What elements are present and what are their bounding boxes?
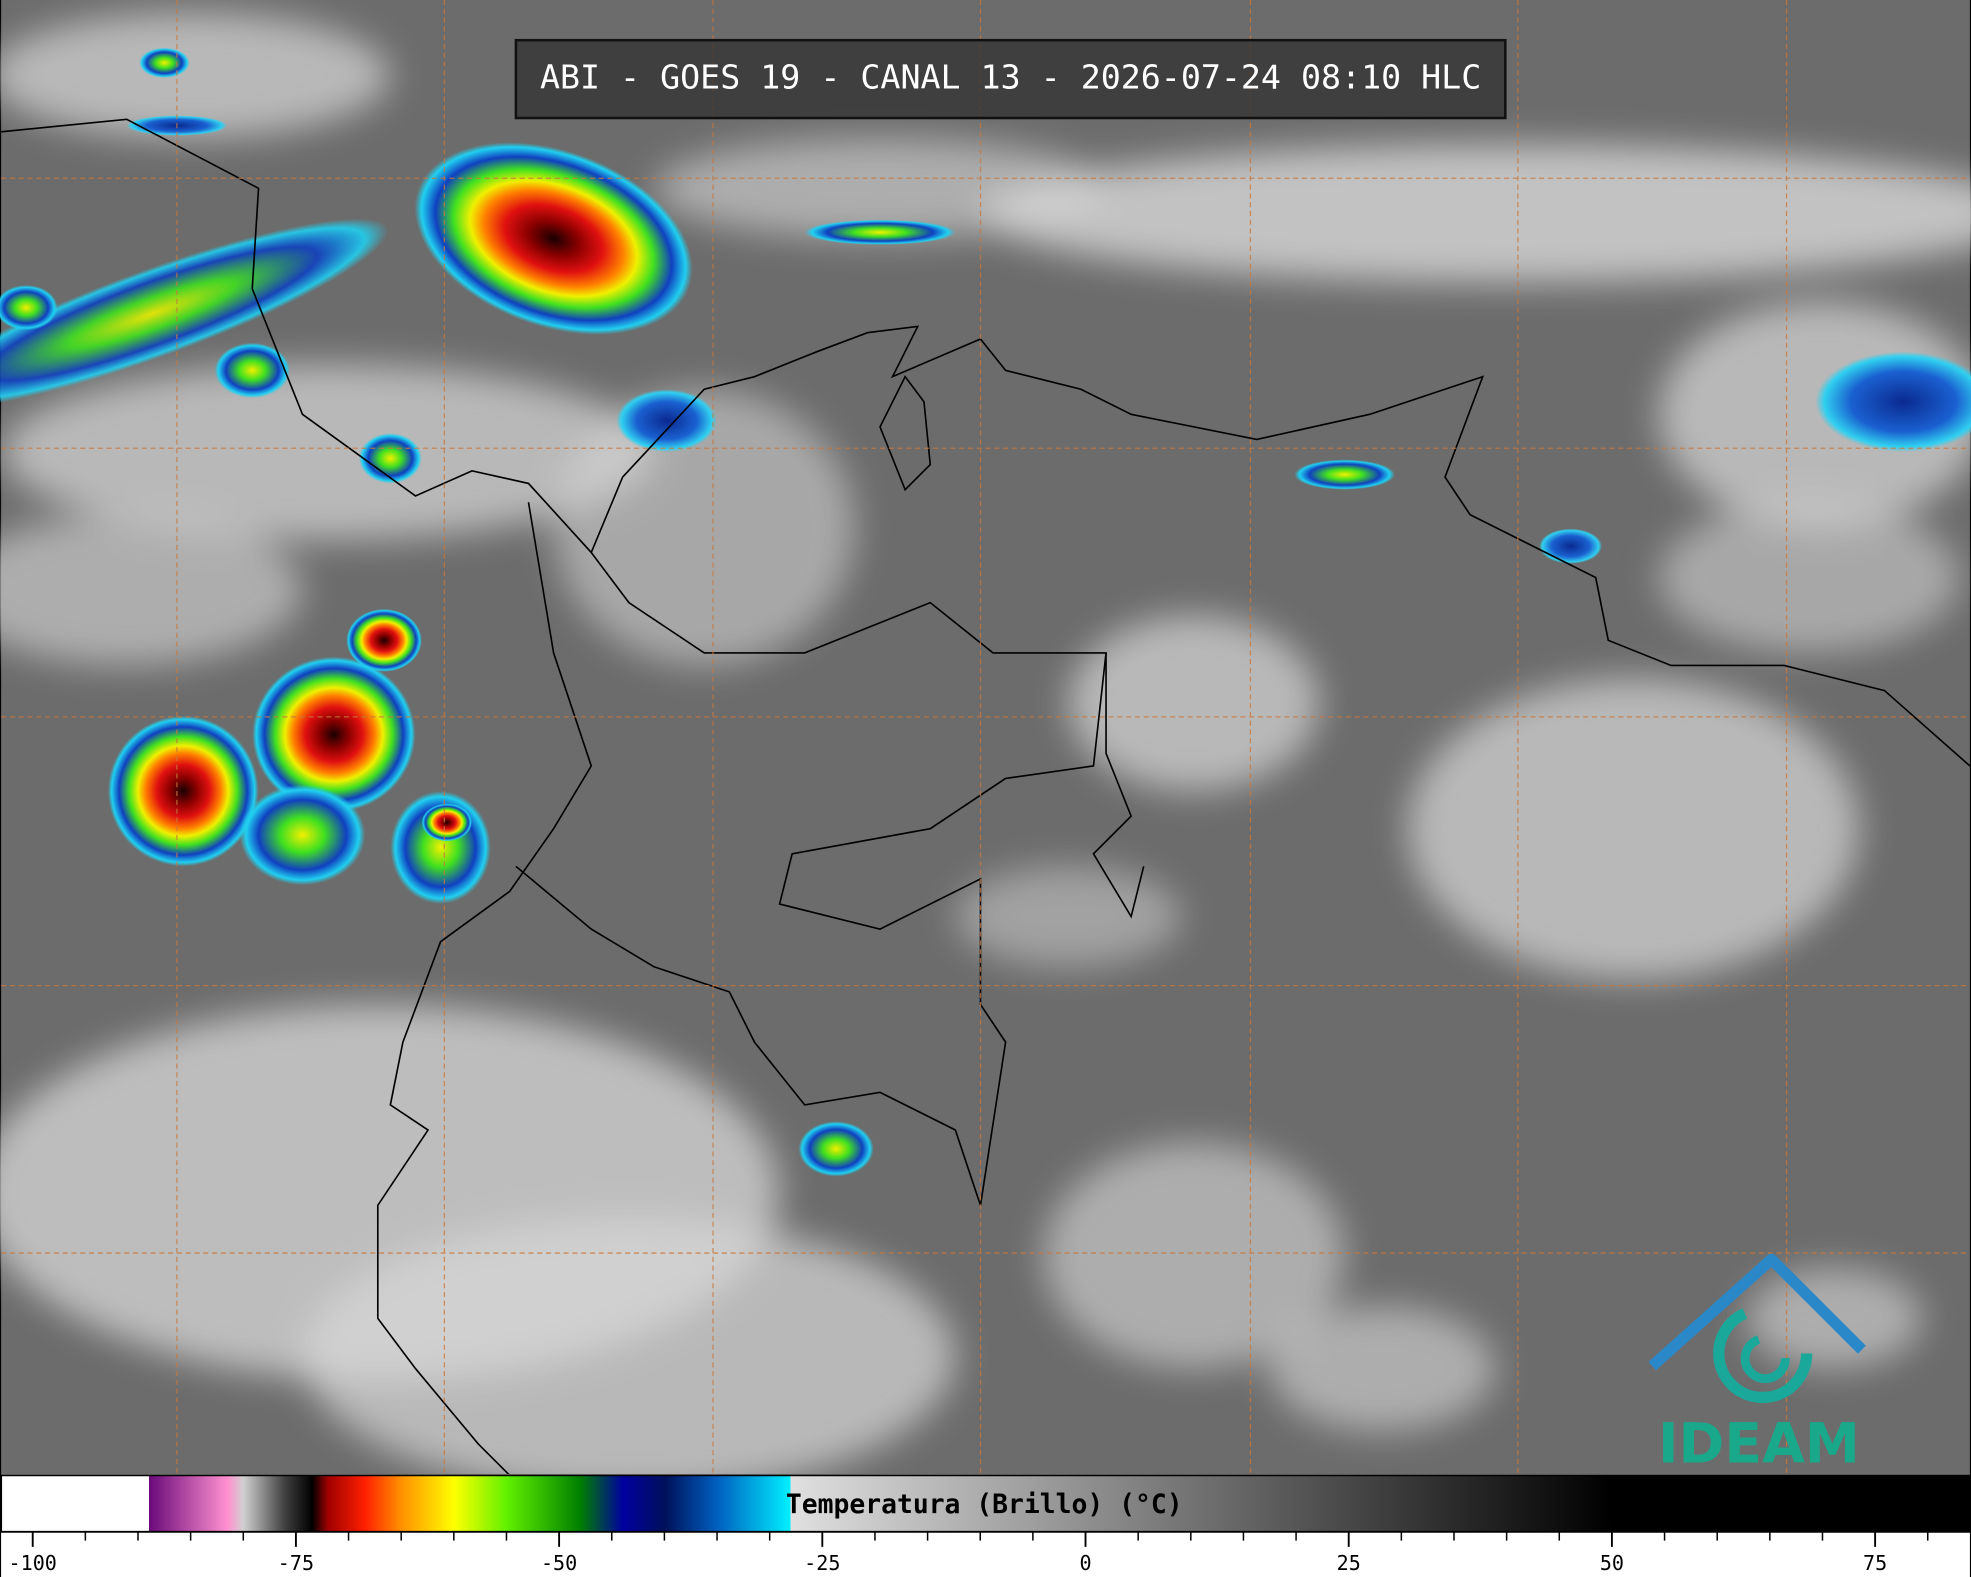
colorbar [0,1474,1971,1533]
convective-cells [0,47,1971,1177]
tick-label: -100 [9,1551,57,1575]
grid [1,0,1970,1476]
colorbar-ticks: -100 -75 -50 -25 0 25 50 75 [9,1531,1929,1575]
borders [1,118,1971,1483]
tick-label: 75 [1863,1551,1887,1575]
tick-label: 25 [1337,1551,1361,1575]
logo-text: IDEAM [1658,1413,1860,1477]
tick-label: 50 [1600,1551,1624,1575]
tick-label: -75 [278,1551,314,1575]
logo: IDEAM [1648,1253,1866,1477]
title-box: ABI - GOES 19 - CANAL 13 - 2026-07-24 08… [514,38,1507,120]
clouds [0,12,1971,1495]
title: ABI - GOES 19 - CANAL 13 - 2026-07-24 08… [540,58,1481,97]
tick-label: -50 [541,1551,577,1575]
tick-label: 0 [1079,1551,1091,1575]
tick-label: -25 [804,1551,840,1575]
colorbar-label: Temperatura (Brillo) (°C) [786,1490,1183,1520]
